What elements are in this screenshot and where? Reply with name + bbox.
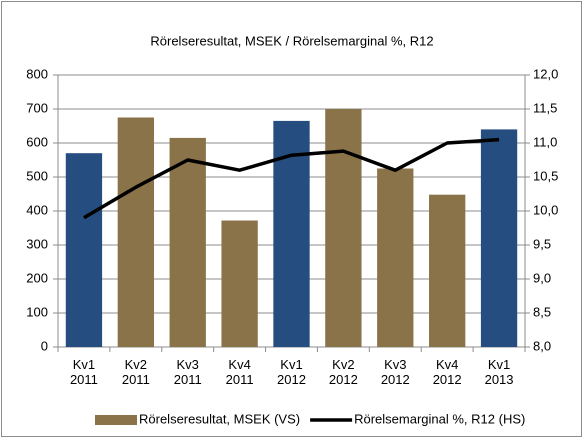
- y2-tick-label: 11,5: [533, 100, 557, 115]
- y2-tick-label: 8,0: [533, 338, 551, 353]
- x-tick-label: Kv4 2011: [226, 357, 254, 387]
- y-tick-label: 500: [26, 168, 48, 183]
- chart-title: Rörelseresultat, MSEK / Rörelsemarginal …: [150, 33, 433, 48]
- y-tick-label: 300: [26, 236, 48, 251]
- y-tick-label: 200: [26, 270, 48, 285]
- bar: [429, 194, 466, 347]
- legend-swatch: [95, 415, 137, 425]
- y-tick-label: 600: [26, 134, 48, 149]
- bar: [65, 153, 103, 347]
- y2-tick-label: 12,0: [533, 66, 558, 81]
- y2-tick-label: 10,0: [533, 202, 558, 217]
- y-tick-label: 800: [26, 66, 48, 81]
- x-tick-label: Kv1 2012: [277, 357, 306, 387]
- x-tick-label: Kv2 2012: [329, 357, 358, 387]
- bar: [325, 109, 362, 347]
- y-tick-label: 700: [26, 100, 48, 115]
- y2-tick-label: 10,5: [533, 168, 558, 183]
- x-tick-label: Kv2 2011: [122, 357, 150, 387]
- bar: [480, 129, 518, 347]
- y-tick-label: 100: [26, 304, 48, 319]
- x-tick-label: Kv1 2011: [70, 357, 98, 387]
- y2-tick-label: 11,0: [533, 134, 557, 149]
- y2-tick-label: 8,5: [533, 304, 551, 319]
- x-tick-label: Kv4 2012: [433, 357, 462, 387]
- x-tick-label: Kv3 2011: [174, 357, 202, 387]
- x-tick-label: Kv1 2013: [485, 357, 514, 387]
- bar: [221, 220, 258, 347]
- legend-label: Rörelseresultat, MSEK (VS): [139, 411, 300, 426]
- y2-tick-label: 9,5: [533, 236, 551, 251]
- bar: [169, 137, 206, 347]
- x-tick-label: Kv3 2012: [381, 357, 410, 387]
- bar: [117, 117, 154, 347]
- y2-tick-label: 9,0: [533, 270, 551, 285]
- y-tick-label: 0: [41, 338, 48, 353]
- y-tick-label: 400: [26, 202, 48, 217]
- line: [83, 137, 500, 220]
- legend-label: Rörelsemarginal %, R12 (HS): [354, 411, 525, 426]
- bar: [377, 168, 414, 347]
